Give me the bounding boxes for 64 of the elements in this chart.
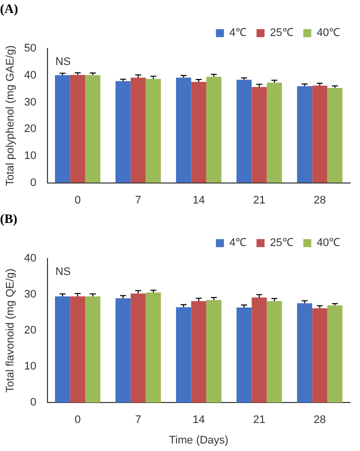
bar — [70, 296, 86, 403]
bar — [206, 300, 222, 403]
bar — [146, 78, 161, 183]
annotation: NS — [55, 266, 71, 278]
bar — [297, 303, 312, 403]
bar — [252, 297, 267, 403]
y-tick-label: 0 — [30, 176, 36, 189]
bar — [236, 308, 252, 403]
bar — [312, 86, 328, 183]
bar — [297, 86, 312, 183]
bar — [191, 301, 206, 403]
legend-label: 40℃ — [316, 237, 340, 250]
y-tick-label: 10 — [24, 150, 36, 162]
legend-label: 25℃ — [270, 237, 294, 250]
x-tick-label: 7 — [135, 194, 142, 206]
bar — [266, 82, 282, 183]
x-tick-label: 28 — [314, 194, 326, 206]
bar — [266, 301, 282, 403]
bar — [176, 78, 192, 183]
bar — [55, 296, 70, 403]
chart-title: (B) — [0, 211, 18, 226]
x-tick-label: 7 — [135, 414, 142, 426]
legend-label: 25℃ — [270, 27, 294, 40]
bar — [130, 294, 146, 403]
bar — [55, 75, 70, 183]
x-tick-label: 28 — [314, 414, 326, 426]
bar — [191, 82, 206, 183]
bar — [116, 298, 131, 403]
chart-title: (A) — [0, 1, 18, 16]
legend-label: 4℃ — [229, 237, 247, 250]
x-tick-label: 21 — [253, 194, 266, 206]
bar — [85, 75, 100, 183]
y-tick-label: 50 — [24, 42, 36, 55]
legend-label: 40℃ — [316, 27, 340, 40]
bar — [206, 76, 222, 183]
y-tick-label: 30 — [24, 288, 36, 301]
y-axis-title: Total polyphenol (mg GAE/g) — [4, 45, 17, 186]
bar — [146, 292, 161, 403]
bar — [176, 307, 192, 403]
bar — [116, 81, 131, 183]
x-axis-title: Time (Days) — [168, 434, 228, 446]
bar — [252, 86, 267, 183]
y-tick-label: 40 — [24, 69, 36, 82]
legend-label: 4℃ — [229, 27, 247, 40]
bar — [327, 88, 342, 183]
x-tick-label: 14 — [192, 414, 205, 426]
x-tick-label: 14 — [192, 194, 205, 206]
bar — [130, 78, 146, 183]
x-tick-label: 0 — [74, 414, 81, 426]
bar — [236, 80, 252, 183]
bar — [327, 305, 342, 403]
bar — [70, 74, 86, 183]
x-tick-label: 0 — [74, 194, 81, 206]
bar — [312, 308, 328, 403]
y-tick-label: 20 — [24, 324, 36, 337]
y-tick-label: 20 — [24, 123, 36, 136]
y-axis-title: Total flavonoid (mg QE/g) — [4, 268, 17, 393]
x-tick-label: 21 — [253, 414, 266, 426]
y-tick-label: 40 — [24, 252, 36, 265]
bar — [85, 296, 100, 403]
y-tick-label: 10 — [24, 360, 36, 373]
y-tick-label: 0 — [30, 396, 36, 409]
y-tick-label: 30 — [24, 96, 36, 108]
annotation: NS — [55, 56, 71, 68]
